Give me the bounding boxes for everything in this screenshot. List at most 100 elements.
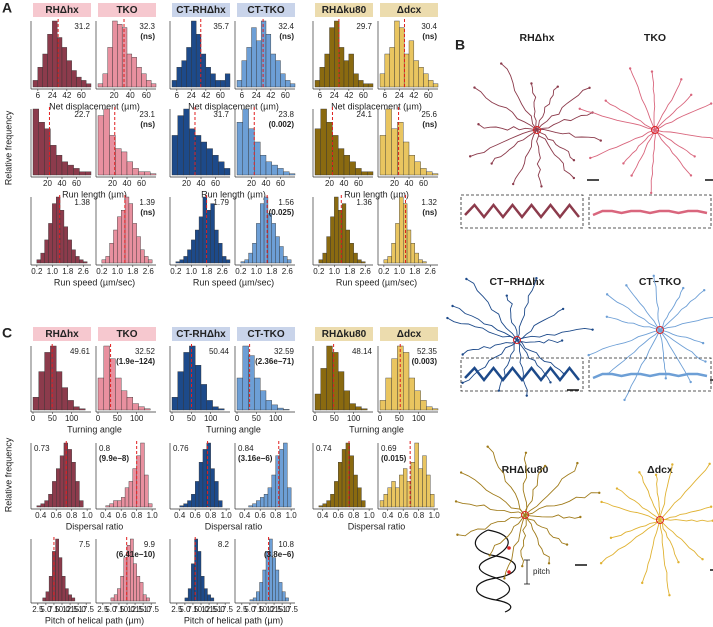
x-axis-label: Net displacement (µm) — [188, 101, 279, 111]
x-tick-label: 0.6 — [116, 511, 128, 520]
trajectory-end — [511, 182, 515, 186]
bar — [395, 487, 400, 508]
bar — [326, 345, 333, 411]
bar — [334, 481, 339, 508]
p-value: (1.9e−124) — [116, 357, 155, 366]
origin — [651, 126, 659, 134]
bar — [105, 505, 110, 508]
header-box — [237, 327, 295, 341]
bar — [144, 256, 149, 264]
bar — [73, 168, 80, 176]
bar — [267, 487, 272, 508]
bar — [149, 173, 157, 176]
trajectory-end — [572, 176, 576, 180]
bar — [42, 53, 48, 88]
bar — [40, 503, 45, 508]
bar — [260, 203, 265, 264]
trajectory-end — [454, 500, 458, 503]
x-tick-label: 2.5 — [97, 605, 109, 614]
x-tick-label: 5.0 — [105, 605, 117, 614]
bar — [194, 481, 200, 508]
bar — [97, 115, 104, 176]
bar — [278, 582, 283, 602]
bar — [214, 229, 219, 264]
bar — [177, 371, 184, 411]
bar — [45, 591, 50, 602]
mean-label: 8.2 — [218, 540, 230, 549]
bar — [75, 481, 80, 508]
bar — [83, 261, 88, 264]
trajectory-end — [521, 564, 524, 568]
bar — [206, 148, 213, 176]
x-tick-label: 50 — [48, 414, 57, 423]
trajectory-end — [459, 471, 463, 474]
x-tick-label: 1.8 — [266, 267, 278, 276]
trajectory — [460, 472, 526, 516]
trajectory — [659, 519, 703, 560]
trajectory — [659, 329, 706, 363]
bar — [218, 242, 223, 264]
p-value: (2.36e−71) — [255, 357, 294, 366]
bar — [189, 345, 196, 411]
bar — [206, 209, 211, 264]
x-tick-label: 24 — [187, 91, 196, 100]
mean-label: 9.9 — [144, 540, 156, 549]
bar — [341, 203, 347, 264]
x-tick-label: 2.5 — [32, 605, 44, 614]
bar — [194, 365, 202, 411]
bar — [198, 462, 204, 508]
x-tick-label: 17.5 — [282, 605, 298, 614]
trajectory-label: TKO — [644, 32, 666, 44]
x-axis-label: Net displacement (µm) — [49, 101, 140, 111]
header-box — [315, 3, 373, 17]
trajectory-end — [628, 67, 632, 70]
bar — [65, 588, 69, 602]
trajectory-end — [689, 380, 692, 384]
bar — [187, 249, 192, 264]
bar — [120, 576, 124, 602]
header-box — [237, 3, 295, 17]
bar — [183, 256, 188, 264]
trajectory-end — [556, 85, 559, 88]
trajectory — [631, 129, 656, 176]
x-tick-label: 100 — [204, 414, 218, 423]
bar — [109, 242, 114, 264]
header: Δdcx — [397, 5, 422, 16]
bar — [183, 352, 190, 411]
x-axis-label: Turning angle — [206, 424, 261, 434]
trajectory — [506, 295, 518, 341]
bar — [426, 406, 433, 411]
bar — [56, 371, 63, 411]
trajectory-end — [587, 353, 590, 357]
x-tick-label: 42 — [62, 91, 71, 100]
x-tick-label: 50 — [113, 414, 122, 423]
bar — [36, 259, 41, 264]
bar — [406, 229, 412, 264]
x-tick-label: 20 — [390, 179, 399, 188]
bar — [36, 505, 41, 508]
bar — [101, 259, 106, 264]
trajectory-end — [600, 500, 603, 504]
bar — [128, 481, 134, 508]
x-tick-label: 40 — [123, 179, 132, 188]
p-value: (ns) — [140, 120, 155, 129]
trajectory — [600, 519, 661, 564]
trajectory — [654, 129, 713, 139]
x-axis-label: Dispersal ratio — [205, 521, 263, 531]
trajectory — [654, 103, 712, 131]
bar — [275, 60, 281, 88]
bar — [223, 168, 231, 176]
bar — [256, 223, 261, 264]
x-tick-label: 12.5 — [201, 605, 217, 614]
bar — [44, 352, 51, 411]
bar — [37, 66, 43, 88]
bar — [67, 400, 74, 411]
bar — [324, 53, 330, 88]
p-value: (0.002) — [269, 120, 295, 129]
bar — [200, 53, 207, 88]
bar — [56, 154, 63, 176]
trajectory — [616, 488, 661, 521]
x-tick-label: 100 — [65, 414, 79, 423]
bar — [212, 406, 219, 411]
trajectory — [605, 100, 656, 131]
